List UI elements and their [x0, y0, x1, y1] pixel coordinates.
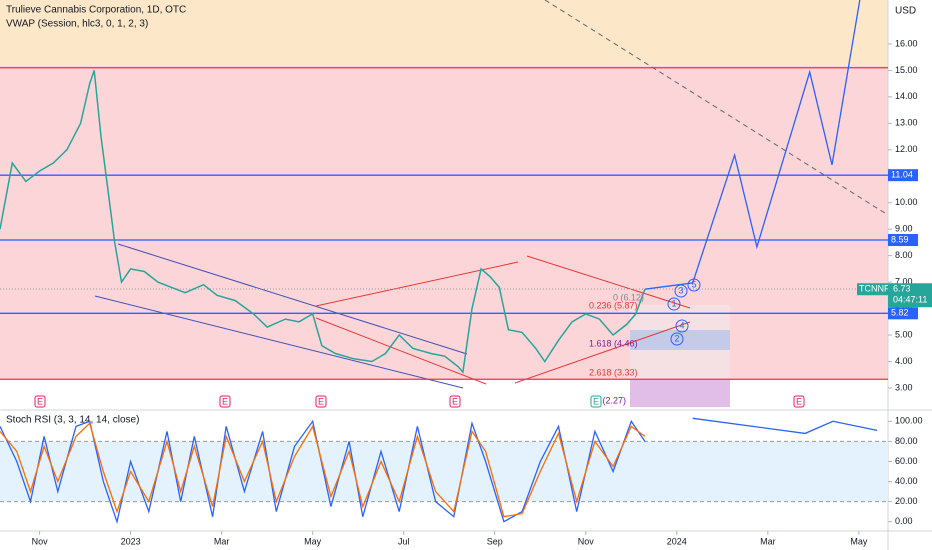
- earnings-marker: [315, 395, 327, 408]
- wave-label: 2: [674, 333, 679, 343]
- x-tick-label: 2023: [121, 536, 141, 546]
- mid-zone: [0, 66, 888, 379]
- y-tick-label: 3.00: [895, 382, 913, 392]
- level-label: 11.04: [891, 170, 913, 180]
- y-tick-label: 80.00: [895, 436, 918, 446]
- y-tick-label: 9.00: [895, 224, 913, 234]
- wave-marker: [687, 278, 701, 292]
- x-tick-label: Mar: [760, 536, 776, 546]
- earnings-label: E: [37, 396, 43, 406]
- earnings-marker: [793, 395, 805, 408]
- x-tick-label: May: [850, 536, 868, 546]
- drawings: [0, 0, 889, 389]
- y-tick-label: 100.00: [895, 416, 923, 426]
- y-tick-label: 14.00: [895, 91, 918, 101]
- series-line: [692, 417, 878, 435]
- y-tick-label: 13.00: [895, 118, 918, 128]
- level-badge: [888, 234, 918, 247]
- x-tick-label: Mar: [214, 536, 230, 546]
- wave-label: 5: [691, 279, 696, 289]
- countdown: 04:47:11: [893, 295, 927, 305]
- earnings-label: E: [222, 396, 228, 406]
- y-tick-label: 8.00: [895, 250, 913, 260]
- y-tick-label: 12.00: [895, 144, 918, 154]
- fib-label: 1.618 (4.46): [589, 338, 638, 348]
- y-tick-label: 15.00: [895, 65, 918, 75]
- symbol-label: TCNNF: [859, 284, 890, 294]
- y-tick-label: 4.00: [895, 356, 913, 366]
- y-tick-label: 40.00: [895, 476, 918, 486]
- wave-marker: [674, 284, 688, 298]
- indicator-label: VWAP (Session, hlc3, 0, 1, 2, 3): [6, 19, 148, 30]
- x-tick-label: May: [304, 536, 322, 546]
- earnings-marker: [449, 395, 461, 408]
- indicator-title: Stoch RSI (3, 3, 14, 14, close): [6, 415, 139, 426]
- y-tick-label: 16.00: [895, 38, 918, 48]
- fib-band: [630, 330, 730, 350]
- upper-zone: [0, 0, 888, 66]
- x-tick-label: 2024: [667, 536, 687, 546]
- level-badge: [888, 169, 918, 182]
- earnings-label: E: [452, 396, 458, 406]
- level-label: 5.82: [891, 308, 909, 318]
- wave-marker: [675, 319, 689, 333]
- x-tick-label: Nov: [578, 536, 595, 546]
- level-badge: [888, 307, 918, 320]
- wave-label: 4: [679, 320, 684, 330]
- fib-band: [630, 379, 730, 407]
- fib-label: 18 (2.27): [590, 395, 626, 405]
- series-line: [0, 419, 646, 525]
- symbol-badge: [857, 283, 888, 296]
- price-badge: [888, 283, 932, 308]
- series-line: [644, 0, 861, 290]
- y-tick-label: 60.00: [895, 456, 918, 466]
- series-line: [0, 422, 646, 518]
- wave-marker: [667, 297, 681, 311]
- earnings-label: E: [593, 396, 599, 406]
- fib-label: 0 (6.12): [613, 292, 644, 302]
- currency: USD: [895, 6, 916, 17]
- chart-title: Trulieve Cannabis Corporation, 1D, OTC: [6, 5, 186, 16]
- x-tick-label: Jul: [398, 536, 410, 546]
- fib-label: 2.618 (3.33): [589, 367, 638, 377]
- x-tick-label: Nov: [32, 536, 49, 546]
- stoch-band: [0, 441, 888, 502]
- fib-label: 0.236 (5.87): [589, 300, 638, 310]
- y-tick-label: 5.00: [895, 329, 913, 339]
- y-tick-label: 0.00: [895, 516, 913, 526]
- wave-label: 1: [671, 298, 676, 308]
- y-tick-label: 20.00: [895, 496, 918, 506]
- earnings-marker: [219, 395, 231, 408]
- wave-label: 3: [678, 285, 683, 295]
- earnings-marker: [34, 395, 46, 408]
- wave-marker: [670, 332, 684, 346]
- earnings-marker: [590, 395, 602, 408]
- price-label: 6.73: [893, 284, 911, 294]
- x-tick-label: Sep: [487, 536, 503, 546]
- series-line: [0, 70, 646, 374]
- level-label: 8.59: [891, 234, 909, 244]
- earnings-label: E: [318, 396, 324, 406]
- earnings-label: E: [796, 396, 802, 406]
- y-tick-label: 7.00: [895, 276, 913, 286]
- y-tick-label: 10.00: [895, 197, 918, 207]
